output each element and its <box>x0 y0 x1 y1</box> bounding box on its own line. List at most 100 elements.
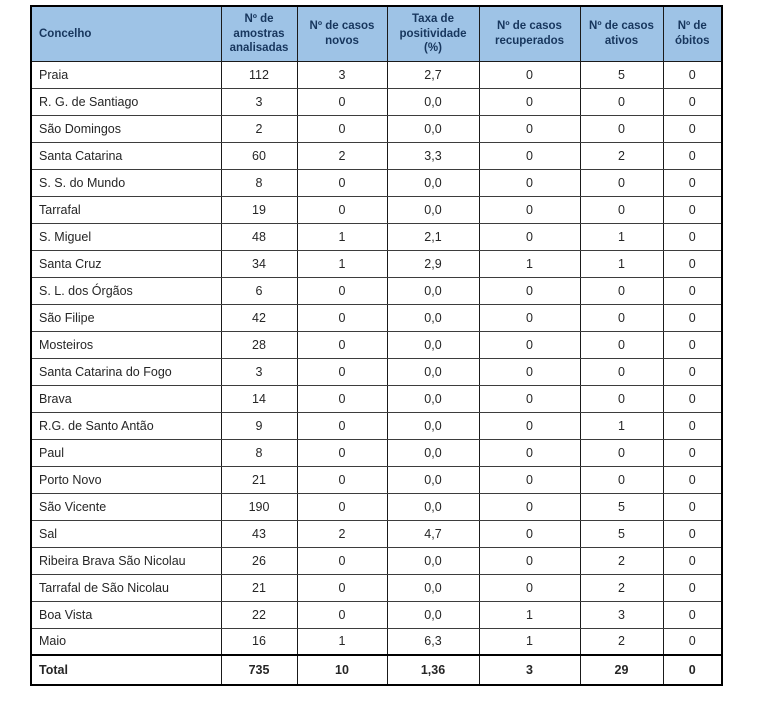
value-cell-recuperados: 0 <box>478 222 581 251</box>
value-cell-amostras: 28 <box>220 330 298 359</box>
value-cell-taxa: 0,0 <box>386 492 480 521</box>
value-cell-obitos: 0 <box>662 573 723 602</box>
value-cell-novos: 0 <box>296 546 388 575</box>
value-cell-ativos: 0 <box>579 330 664 359</box>
value-cell-taxa: 0,0 <box>386 303 480 332</box>
concelho-name-cell: R. G. de Santiago <box>30 87 222 116</box>
value-cell-recuperados: 0 <box>478 141 581 170</box>
value-cell-recuperados: 0 <box>478 60 581 89</box>
value-cell-recuperados: 0 <box>478 573 581 602</box>
value-cell-amostras: 42 <box>220 303 298 332</box>
table-row: S. S. do Mundo 8 0 0,0 0 0 0 <box>30 168 723 197</box>
concelho-name-cell: Santa Catarina do Fogo <box>30 357 222 386</box>
value-cell-ativos: 0 <box>579 195 664 224</box>
value-cell-obitos: 0 <box>662 249 723 278</box>
concelho-name-cell: Tarrafal <box>30 195 222 224</box>
value-cell-obitos: 0 <box>662 546 723 575</box>
value-cell-obitos: 0 <box>662 276 723 305</box>
table-row: São Domingos 2 0 0,0 0 0 0 <box>30 114 723 143</box>
total-label-cell: Total <box>30 654 222 686</box>
table-row: Porto Novo 21 0 0,0 0 0 0 <box>30 465 723 494</box>
value-cell-amostras: 48 <box>220 222 298 251</box>
value-cell-taxa: 4,7 <box>386 519 480 548</box>
concelhos-table-container: Concelho Nº de amostras analisadas Nº de c… <box>30 5 723 686</box>
total-value-cell-obitos: 0 <box>662 654 723 686</box>
value-cell-obitos: 0 <box>662 519 723 548</box>
value-cell-taxa: 0,0 <box>386 87 480 116</box>
value-cell-taxa: 2,1 <box>386 222 480 251</box>
value-cell-novos: 0 <box>296 168 388 197</box>
total-value-cell-amostras: 735 <box>220 654 298 686</box>
table-footer: Total 735 10 1,36 3 29 0 <box>30 654 723 686</box>
value-cell-taxa: 0,0 <box>386 384 480 413</box>
value-cell-amostras: 112 <box>220 60 298 89</box>
concelho-name-cell: Sal <box>30 519 222 548</box>
value-cell-ativos: 0 <box>579 168 664 197</box>
table-row: S. Miguel 48 1 2,1 0 1 0 <box>30 222 723 251</box>
value-cell-amostras: 9 <box>220 411 298 440</box>
value-cell-amostras: 34 <box>220 249 298 278</box>
value-cell-amostras: 16 <box>220 627 298 656</box>
value-cell-novos: 0 <box>296 438 388 467</box>
value-cell-obitos: 0 <box>662 492 723 521</box>
total-value-cell-taxa: 1,36 <box>386 654 480 686</box>
value-cell-obitos: 0 <box>662 600 723 629</box>
table-row: Santa Catarina 60 2 3,3 0 2 0 <box>30 141 723 170</box>
value-cell-obitos: 0 <box>662 303 723 332</box>
value-cell-recuperados: 0 <box>478 114 581 143</box>
value-cell-novos: 0 <box>296 492 388 521</box>
value-cell-ativos: 0 <box>579 303 664 332</box>
value-cell-novos: 0 <box>296 87 388 116</box>
value-cell-recuperados: 0 <box>478 546 581 575</box>
table-row: Sal 43 2 4,7 0 5 0 <box>30 519 723 548</box>
value-cell-amostras: 22 <box>220 600 298 629</box>
table-row: Paul 8 0 0,0 0 0 0 <box>30 438 723 467</box>
value-cell-taxa: 0,0 <box>386 600 480 629</box>
value-cell-recuperados: 0 <box>478 87 581 116</box>
value-cell-obitos: 0 <box>662 465 723 494</box>
value-cell-ativos: 5 <box>579 492 664 521</box>
table-row: São Vicente 190 0 0,0 0 5 0 <box>30 492 723 521</box>
value-cell-taxa: 0,0 <box>386 573 480 602</box>
value-cell-amostras: 2 <box>220 114 298 143</box>
value-cell-obitos: 0 <box>662 384 723 413</box>
value-cell-amostras: 8 <box>220 438 298 467</box>
value-cell-obitos: 0 <box>662 60 723 89</box>
concelho-name-cell: Santa Cruz <box>30 249 222 278</box>
concelho-name-cell: São Filipe <box>30 303 222 332</box>
concelho-name-cell: S. Miguel <box>30 222 222 251</box>
value-cell-novos: 0 <box>296 330 388 359</box>
value-cell-amostras: 6 <box>220 276 298 305</box>
concelho-name-cell: São Domingos <box>30 114 222 143</box>
total-row: Total 735 10 1,36 3 29 0 <box>30 654 723 686</box>
value-cell-recuperados: 0 <box>478 330 581 359</box>
value-cell-obitos: 0 <box>662 627 723 656</box>
concelho-name-cell: Praia <box>30 60 222 89</box>
column-header-ativos: Nº de casos ativos <box>579 5 664 62</box>
table-row: Tarrafal de São Nicolau 21 0 0,0 0 2 0 <box>30 573 723 602</box>
concelho-name-cell: Ribeira Brava São Nicolau <box>30 546 222 575</box>
value-cell-obitos: 0 <box>662 438 723 467</box>
table-row: Mosteiros 28 0 0,0 0 0 0 <box>30 330 723 359</box>
total-value-cell-ativos: 29 <box>579 654 664 686</box>
concelho-name-cell: Boa Vista <box>30 600 222 629</box>
table-row: Tarrafal 19 0 0,0 0 0 0 <box>30 195 723 224</box>
value-cell-recuperados: 0 <box>478 168 581 197</box>
value-cell-taxa: 6,3 <box>386 627 480 656</box>
value-cell-recuperados: 1 <box>478 600 581 629</box>
value-cell-ativos: 2 <box>579 573 664 602</box>
value-cell-taxa: 0,0 <box>386 330 480 359</box>
value-cell-obitos: 0 <box>662 87 723 116</box>
table-row: S. L. dos Órgãos 6 0 0,0 0 0 0 <box>30 276 723 305</box>
concelho-name-cell: Porto Novo <box>30 465 222 494</box>
column-header-concelho: Concelho <box>30 5 222 62</box>
value-cell-novos: 0 <box>296 276 388 305</box>
value-cell-amostras: 26 <box>220 546 298 575</box>
value-cell-novos: 0 <box>296 195 388 224</box>
value-cell-obitos: 0 <box>662 168 723 197</box>
value-cell-amostras: 19 <box>220 195 298 224</box>
table-row: Maio 16 1 6,3 1 2 0 <box>30 627 723 656</box>
column-header-recuperados: Nº de casos recuperados <box>478 5 581 62</box>
value-cell-ativos: 0 <box>579 87 664 116</box>
value-cell-ativos: 0 <box>579 438 664 467</box>
